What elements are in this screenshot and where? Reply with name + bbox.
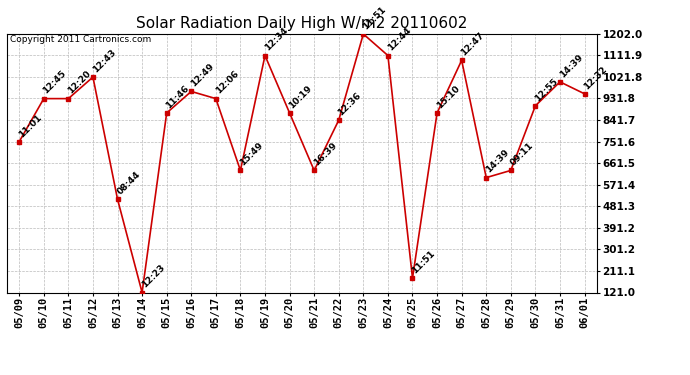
Text: 16:39: 16:39 [312, 141, 339, 168]
Text: 12:45: 12:45 [41, 69, 68, 96]
Text: Copyright 2011 Cartronics.com: Copyright 2011 Cartronics.com [10, 35, 151, 44]
Text: 12:36: 12:36 [337, 91, 363, 117]
Text: 12:20: 12:20 [66, 69, 92, 96]
Text: 14:39: 14:39 [484, 148, 511, 175]
Text: 11:51: 11:51 [361, 4, 388, 31]
Text: 10:19: 10:19 [288, 84, 314, 110]
Text: 12:06: 12:06 [214, 69, 240, 96]
Text: 12:44: 12:44 [386, 26, 413, 53]
Text: 15:49: 15:49 [238, 141, 265, 168]
Text: 12:32: 12:32 [582, 64, 609, 91]
Text: 11:46: 11:46 [164, 84, 191, 110]
Text: 08:44: 08:44 [115, 170, 142, 196]
Text: 09:11: 09:11 [509, 141, 535, 168]
Text: 15:10: 15:10 [435, 84, 462, 110]
Text: 12:47: 12:47 [460, 31, 486, 57]
Text: 12:55: 12:55 [533, 76, 560, 103]
Text: 12:23: 12:23 [140, 263, 166, 290]
Text: 14:39: 14:39 [558, 52, 584, 79]
Text: 11:51: 11:51 [411, 249, 437, 275]
Text: 12:49: 12:49 [189, 62, 216, 88]
Text: 12:43: 12:43 [91, 48, 117, 74]
Text: 12:34: 12:34 [263, 26, 290, 53]
Text: 11:01: 11:01 [17, 112, 43, 139]
Title: Solar Radiation Daily High W/m2 20110602: Solar Radiation Daily High W/m2 20110602 [136, 16, 468, 31]
